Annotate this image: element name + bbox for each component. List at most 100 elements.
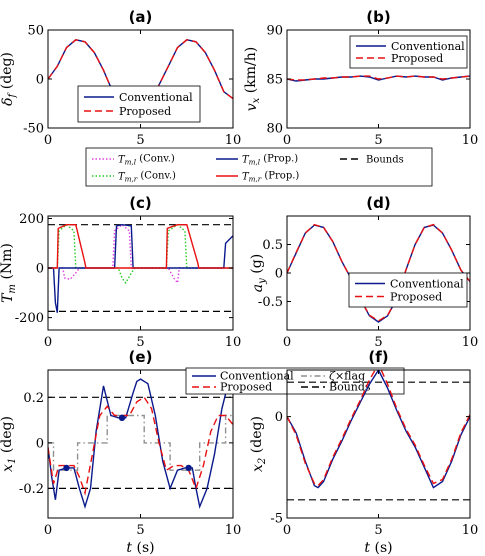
x-tick-label: 5 [374,523,382,538]
y-tick-label: 200 [19,212,44,227]
legend-label: Tm,l (Prop.) [242,154,298,167]
legend-frame [349,35,468,69]
series-group [287,223,470,323]
legend-label: Tm,l (Conv.) [118,154,175,167]
legend-label: Conventional [391,40,465,53]
y-tick-label: -5 [270,512,283,527]
x-tick-label: 10 [225,335,242,350]
y-axis-label: ay (g) [249,254,268,292]
legend-label: Proposed [119,105,171,118]
chart-title: (e) [129,348,153,366]
y-tick-label: -50 [23,122,44,137]
x-tick-label: 0 [44,335,52,350]
series-line--flag [48,414,233,471]
chart-title: (a) [129,8,153,26]
y-tick-label: 0 [36,262,44,277]
x-tick-label: 5 [136,335,144,350]
x-tick-label: 10 [225,523,242,538]
series-marker [185,464,192,472]
y-axis-label: vx (km/h) [243,47,262,111]
legend-label: ζ×flag [329,370,365,383]
x-tick-label: 0 [44,133,52,148]
y-tick-label: -0.2 [19,482,44,497]
x-tick-label: 0 [283,335,291,350]
chart-title: (d) [366,194,390,212]
series-line-t-m-l-prop- [48,223,233,313]
series-line-t-m-r-conv- [48,223,233,285]
y-axis-label: x2 (deg) [249,416,268,472]
x-tick-label: 5 [136,523,144,538]
x-tick-label: 10 [225,133,242,148]
legend-frame [348,272,468,308]
y-tick-label: 0.5 [262,238,283,253]
y-tick-label: 85 [266,73,283,88]
chart-title: (c) [129,194,152,212]
series-line-conventional [287,75,470,82]
series-marker [63,464,70,472]
series-group [48,374,233,510]
series-line-t-m-l-conv- [48,223,233,285]
legend-label: Proposed [220,381,272,394]
y-axis-label: x1 (deg) [0,416,18,472]
series-line-proposed [287,223,470,322]
x-axis-label: t (s) [364,540,392,556]
series-line-conventional [287,370,470,489]
y-tick-label: 0.2 [23,391,44,406]
x-tick-label: 0 [283,133,291,148]
x-tick-label: 5 [374,335,382,350]
x-tick-label: 5 [374,133,382,148]
series-marker [118,414,126,422]
x-tick-label: 10 [462,133,479,148]
series-line-conventional [48,374,233,510]
series-line-proposed [48,396,233,496]
y-axis-label: Tm (Nm) [0,243,18,303]
legend-frame [185,367,405,395]
y-tick-label: 50 [27,24,44,39]
chart-e: (e) 0 5 10 -0.2 0 0.2 x1 (deg) t (s) Conventional… [0,348,405,556]
legend-label: Tm,r (Prop.) [242,171,299,184]
legend-label: Tm,r (Conv.) [118,171,176,184]
legend-label: Bounds [329,381,371,394]
legend: Conventional ζ×flag Proposed Bounds [185,367,405,395]
chart-title: (f) [368,348,388,366]
chart-b: (b) 0 5 10 80 85 90 vx (km/h) ConventionalPropos… [243,8,478,148]
x-tick-label: 10 [462,335,479,350]
x-tick-label: 0 [44,523,52,538]
y-tick-label: 0 [36,73,44,88]
legend-label: Conventional [119,91,193,104]
legend-torque: Tm,l (Conv.) Tm,l (Prop.) Bounds Tm,r (Conv… [85,147,433,187]
y-tick-label: -200 [15,311,44,326]
x-tick-label: 10 [462,523,479,538]
y-tick-label: 0 [275,267,283,282]
y-tick-label: 90 [266,24,283,39]
series-line-proposed [287,370,470,487]
x-tick-label: 5 [136,133,144,148]
chart-title: (b) [366,8,390,26]
series-group [287,75,470,82]
legend-label: Proposed [391,52,443,65]
x-tick-label: 0 [283,523,291,538]
y-axis-label: δf (deg) [0,52,18,106]
legend-label: Bounds [366,155,404,166]
series-group [287,370,470,501]
y-tick-label: 80 [266,122,283,137]
legend-label: Proposed [390,291,442,304]
legend-frame [77,85,201,123]
legend-label: Conventional [220,370,294,383]
series-line-proposed [287,75,470,81]
y-tick-label: 0 [36,436,44,451]
legend-label: Conventional [390,278,464,291]
series-line-t-m-r-prop- [48,223,233,269]
y-tick-label: 0 [275,410,283,425]
y-tick-label: -0.5 [258,295,283,310]
legend-frame [85,147,433,187]
x-axis-label: t (s) [126,540,154,556]
chart-d: (d) 0 5 10 -0.5 0 0.5ay (g) ConventionalPropose… [249,194,478,350]
